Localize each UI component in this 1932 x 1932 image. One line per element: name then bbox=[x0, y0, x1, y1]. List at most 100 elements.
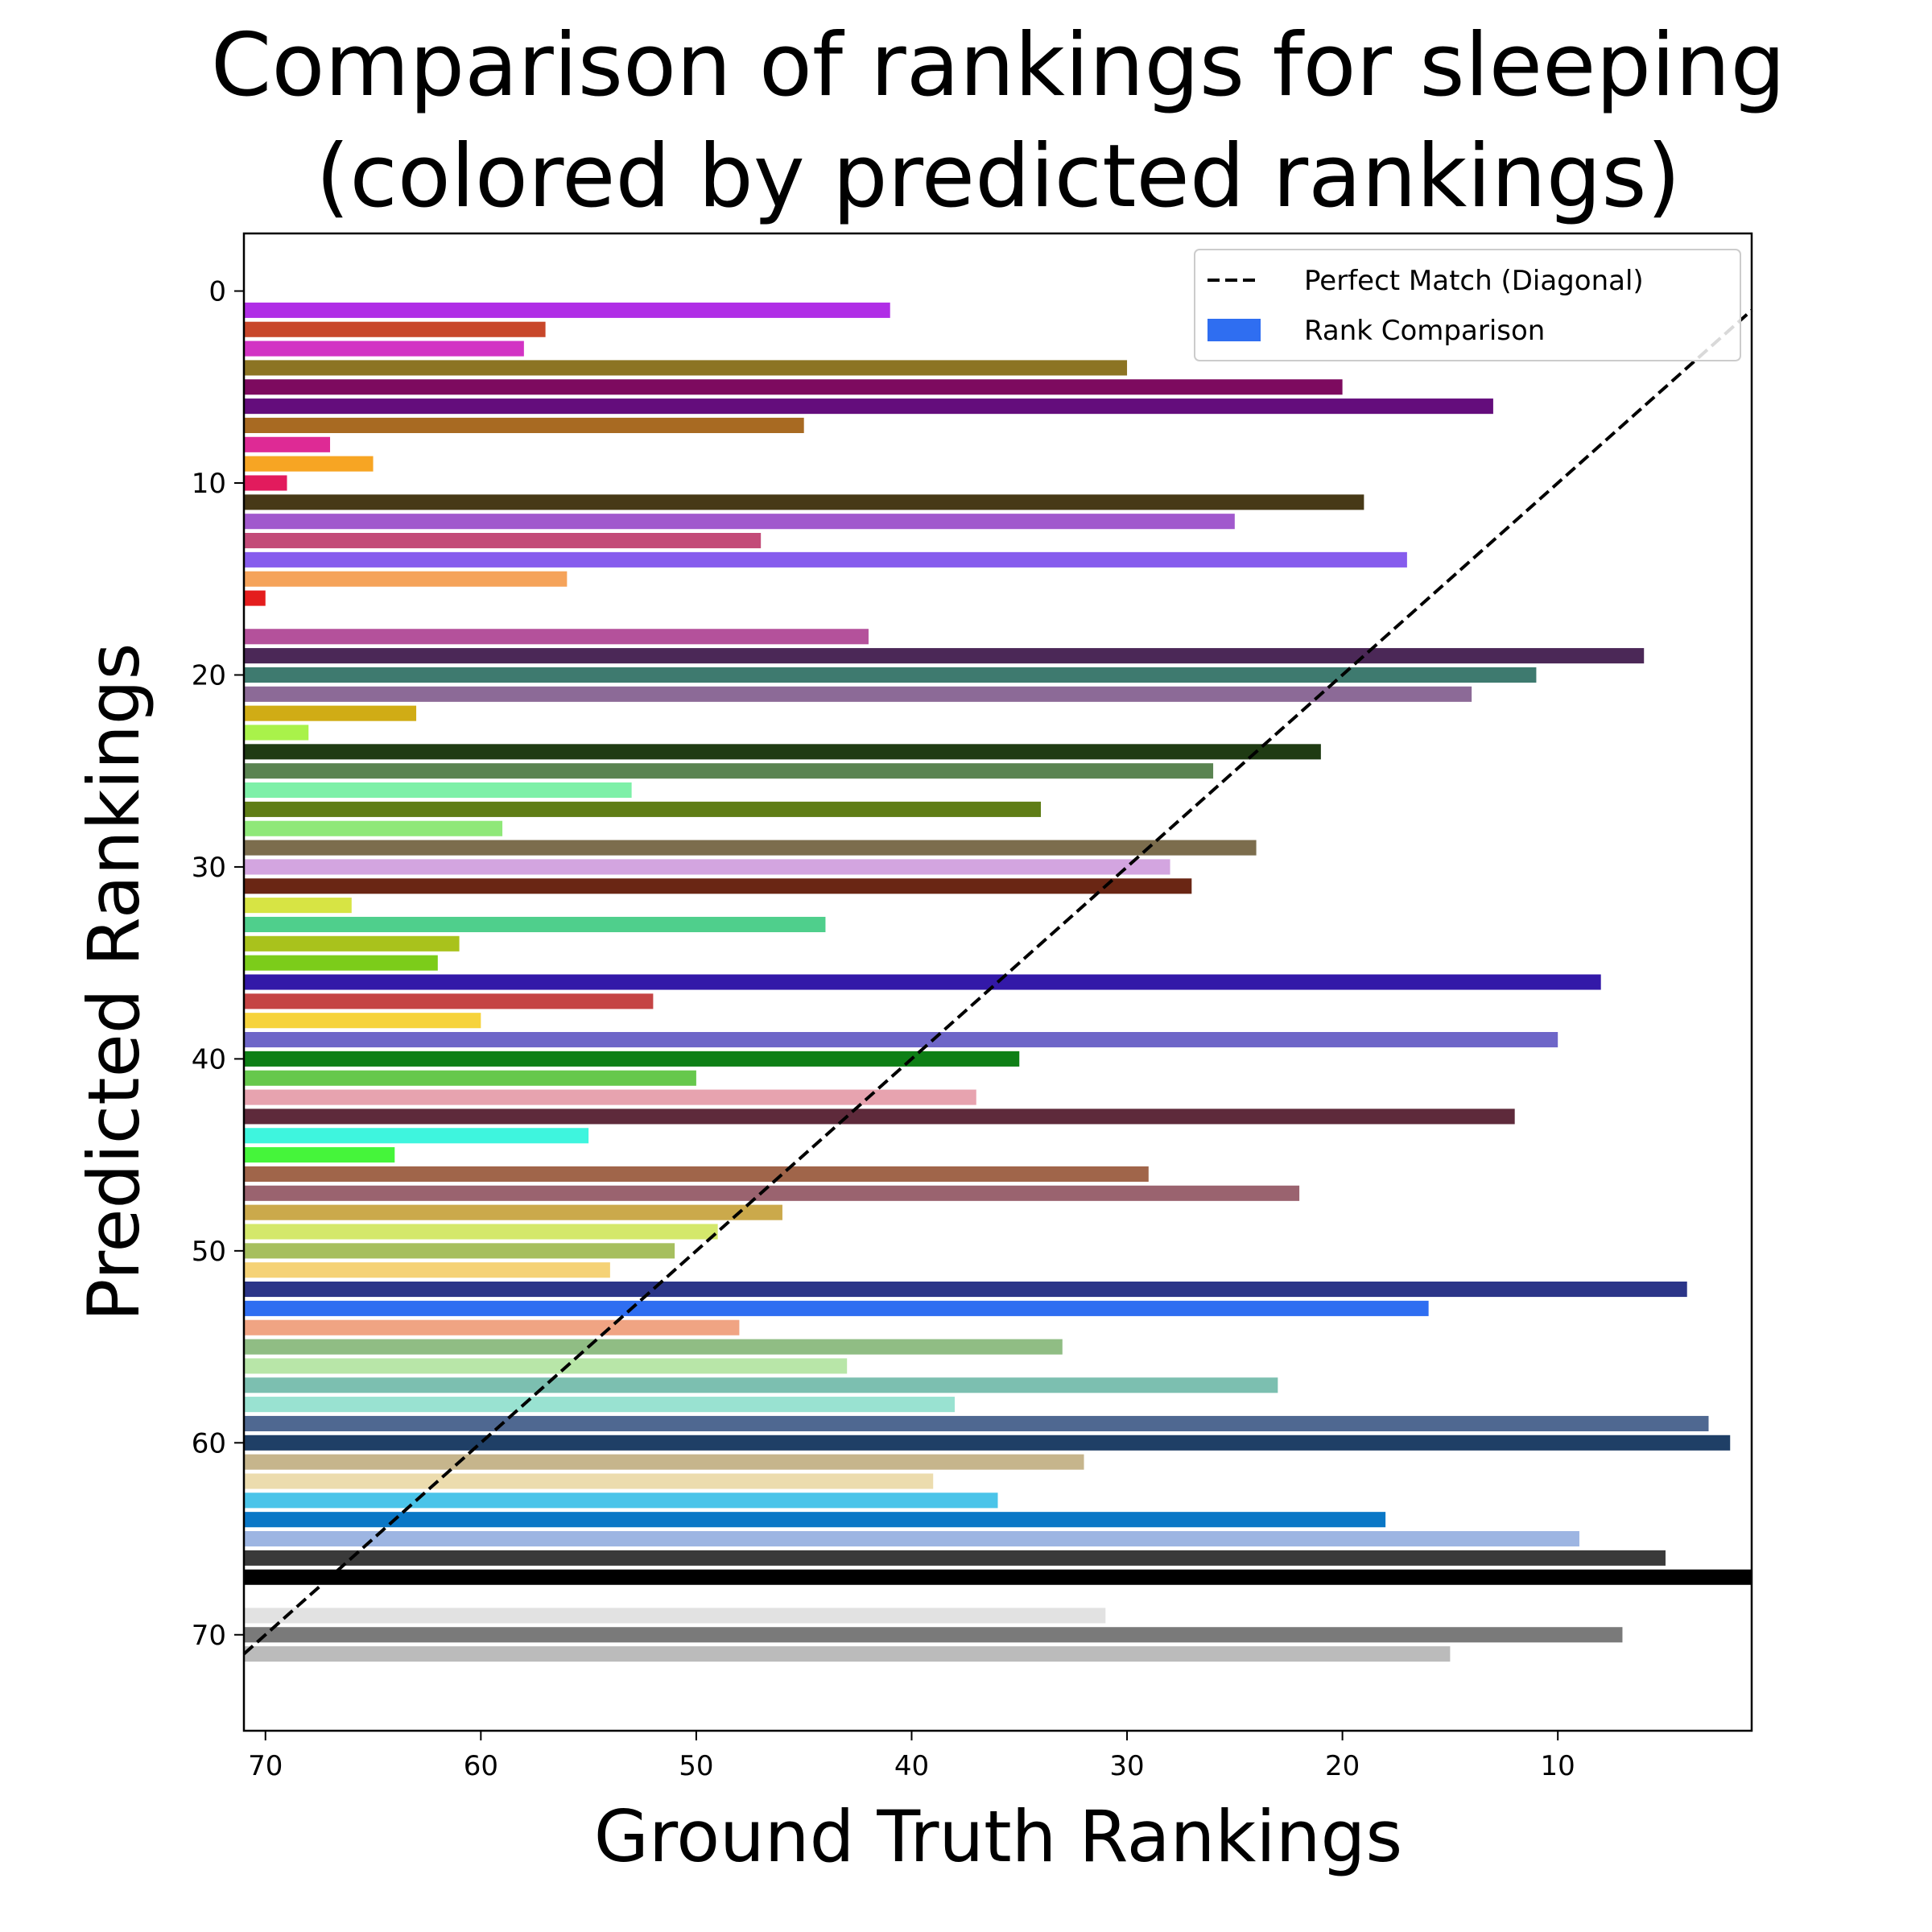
bar-predicted-51 bbox=[244, 1262, 610, 1278]
bar-predicted-23 bbox=[244, 724, 309, 741]
bar-predicted-33 bbox=[244, 916, 826, 932]
bar-predicted-29 bbox=[244, 840, 1257, 856]
y-tick-label: 0 bbox=[208, 276, 226, 308]
bar-predicted-45 bbox=[244, 1147, 395, 1163]
bar-predicted-35 bbox=[244, 955, 438, 971]
bar-predicted-69 bbox=[244, 1608, 1106, 1624]
y-tick-label: 40 bbox=[192, 1043, 226, 1075]
bar-predicted-54 bbox=[244, 1319, 740, 1335]
bar-predicted-14 bbox=[244, 551, 1407, 568]
x-tick-label: 60 bbox=[464, 1750, 498, 1782]
bar-predicted-56 bbox=[244, 1358, 848, 1374]
bar-predicted-65 bbox=[244, 1531, 1579, 1547]
bar-predicted-32 bbox=[244, 898, 352, 914]
bar-predicted-58 bbox=[244, 1397, 955, 1413]
bar-predicted-24 bbox=[244, 744, 1321, 760]
bar-predicted-21 bbox=[244, 686, 1472, 702]
chart-legend: Perfect Match (Diagonal) Rank Comparison bbox=[1194, 249, 1741, 361]
x-axis-label: Ground Truth Rankings bbox=[594, 1795, 1402, 1878]
bar-predicted-37 bbox=[244, 993, 654, 1009]
bar-predicted-57 bbox=[244, 1377, 1278, 1393]
bar-predicted-64 bbox=[244, 1512, 1386, 1528]
x-tick-label: 40 bbox=[894, 1750, 929, 1782]
bar-predicted-48 bbox=[244, 1204, 782, 1220]
plot-area-frame bbox=[242, 232, 1753, 1732]
bar-predicted-9 bbox=[244, 456, 374, 472]
bar-predicted-61 bbox=[244, 1454, 1084, 1470]
legend-box bbox=[1194, 249, 1741, 361]
bar-predicted-2 bbox=[244, 321, 546, 337]
x-tick-label: 30 bbox=[1109, 1750, 1144, 1782]
bar-predicted-40 bbox=[244, 1051, 1020, 1067]
y-tick-label: 50 bbox=[192, 1236, 226, 1268]
bar-predicted-71 bbox=[244, 1646, 1451, 1662]
bar-predicted-30 bbox=[244, 859, 1170, 875]
y-axis-ticks: 0 10 20 30 40 50 60 70 bbox=[192, 276, 244, 1652]
bar-predicted-36 bbox=[244, 974, 1601, 990]
bar-predicted-70 bbox=[244, 1627, 1623, 1643]
bar-predicted-50 bbox=[244, 1243, 675, 1259]
bar-predicted-18 bbox=[244, 629, 869, 645]
bar-predicted-42 bbox=[244, 1089, 976, 1105]
bar-predicted-12 bbox=[244, 514, 1235, 530]
bar-predicted-67 bbox=[244, 1569, 1752, 1585]
x-tick-label: 70 bbox=[248, 1750, 283, 1782]
x-tick-label: 50 bbox=[679, 1750, 713, 1782]
bar-predicted-7 bbox=[244, 417, 804, 433]
y-axis-label: Predicted Rankings bbox=[72, 643, 155, 1322]
x-axis-ticks: 70 60 50 40 30 20 10 bbox=[248, 1731, 1575, 1782]
bar-predicted-19 bbox=[244, 648, 1645, 664]
bar-predicted-27 bbox=[244, 801, 1042, 817]
bar-predicted-63 bbox=[244, 1492, 998, 1509]
x-tick-label: 10 bbox=[1541, 1750, 1575, 1782]
bar-predicted-5 bbox=[244, 379, 1343, 395]
bar-predicted-31 bbox=[244, 878, 1192, 894]
bar-predicted-66 bbox=[244, 1550, 1666, 1566]
bar-predicted-60 bbox=[244, 1435, 1731, 1451]
bar-predicted-38 bbox=[244, 1013, 481, 1029]
bar-predicted-13 bbox=[244, 533, 762, 549]
bar-predicted-39 bbox=[244, 1032, 1558, 1048]
x-tick-label: 20 bbox=[1325, 1750, 1360, 1782]
bar-predicted-43 bbox=[244, 1108, 1515, 1125]
legend-label: Perfect Match (Diagonal) bbox=[1304, 265, 1644, 297]
chart-title: Comparison of rankings for sleeping (col… bbox=[211, 15, 1785, 227]
bar-predicted-25 bbox=[244, 763, 1214, 779]
bar-predicted-47 bbox=[244, 1185, 1300, 1201]
bar-predicted-55 bbox=[244, 1339, 1063, 1355]
bar-predicted-10 bbox=[244, 475, 287, 491]
bar-predicted-26 bbox=[244, 782, 632, 799]
bar-predicted-11 bbox=[244, 494, 1364, 510]
bar-predicted-49 bbox=[244, 1224, 718, 1240]
bar-predicted-44 bbox=[244, 1128, 589, 1144]
perfect-match-diagonal bbox=[242, 308, 1753, 1656]
legend-label: Rank Comparison bbox=[1304, 315, 1545, 347]
bar-predicted-46 bbox=[244, 1166, 1149, 1182]
bars-layer bbox=[244, 302, 1752, 1662]
diagonal-layer bbox=[242, 308, 1753, 1656]
bar-predicted-6 bbox=[244, 398, 1493, 415]
bar-predicted-62 bbox=[244, 1473, 934, 1489]
chart-title-line-1: Comparison of rankings for sleeping bbox=[211, 15, 1785, 116]
bar-predicted-53 bbox=[244, 1300, 1429, 1316]
bar-predicted-16 bbox=[244, 590, 266, 606]
legend-patch-swatch bbox=[1208, 319, 1261, 341]
bar-predicted-4 bbox=[244, 360, 1128, 376]
bar-predicted-41 bbox=[244, 1070, 696, 1086]
bar-predicted-8 bbox=[244, 436, 331, 452]
y-tick-label: 70 bbox=[192, 1620, 226, 1652]
bar-predicted-15 bbox=[244, 571, 568, 587]
y-tick-label: 10 bbox=[192, 468, 226, 500]
y-tick-label: 60 bbox=[192, 1427, 226, 1459]
bar-predicted-1 bbox=[244, 302, 890, 318]
bar-predicted-59 bbox=[244, 1415, 1709, 1431]
y-tick-label: 20 bbox=[192, 659, 226, 691]
bar-predicted-3 bbox=[244, 341, 524, 357]
chart-title-line-2: (colored by predicted rankings) bbox=[316, 126, 1680, 227]
bar-predicted-28 bbox=[244, 820, 503, 836]
bar-predicted-22 bbox=[244, 705, 417, 721]
y-tick-label: 30 bbox=[192, 852, 226, 884]
bar-predicted-52 bbox=[244, 1282, 1687, 1298]
bar-predicted-34 bbox=[244, 935, 460, 952]
